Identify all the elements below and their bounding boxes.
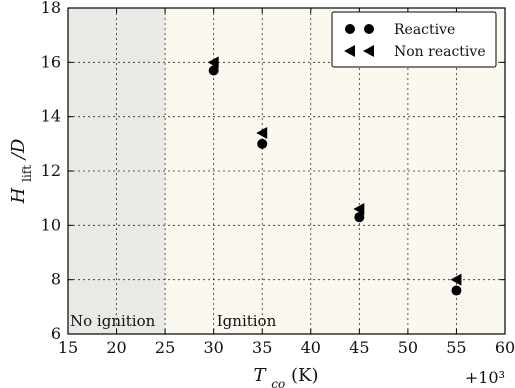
x-tick-label-3: 25	[155, 338, 175, 357]
non-reactive-point-2	[256, 126, 268, 139]
non-reactive-point-4	[450, 273, 462, 286]
legend-marker-2-b	[363, 45, 374, 57]
points-layer	[207, 56, 462, 296]
y-tick-label-6: 16	[41, 52, 61, 71]
x-tick-label-10: 60	[495, 338, 515, 357]
x-axis-unit: (K)	[291, 365, 319, 386]
y-tick-label-7: 18	[41, 0, 61, 17]
region-1	[68, 8, 166, 334]
y-axis-rest: /D	[8, 138, 29, 161]
x-tick-label-5: 35	[252, 338, 272, 357]
reactive-point-4	[451, 285, 462, 296]
legend-label-1: Reactive	[394, 22, 455, 38]
y-tick-label-2: 8	[51, 270, 61, 289]
region-label-2: Ignition	[217, 312, 277, 330]
y-axis-subscript: lift	[20, 165, 34, 182]
legend: Reactive Non reactive	[331, 11, 497, 68]
reactive-point-1	[208, 65, 219, 76]
non-reactive-point-1	[207, 56, 219, 69]
y-axis-symbol: H	[8, 187, 29, 204]
y-tick-label-5: 14	[41, 107, 61, 126]
region-labels-layer: No ignition Ignition	[70, 312, 277, 330]
x-tick-label-1: 15	[58, 338, 78, 357]
legend-marker-2-a	[344, 45, 355, 57]
reactive-point-3	[354, 212, 365, 223]
legend-label-2: Non reactive	[394, 44, 486, 60]
x-tick-label-7: 45	[349, 338, 369, 357]
x-tick-label-9: 55	[446, 338, 466, 357]
legend-marker-1-b	[364, 24, 374, 34]
x-tick-label-4: 30	[203, 338, 223, 357]
region-label-1: No ignition	[70, 312, 156, 330]
y-tick-label-4: 12	[41, 161, 61, 180]
y-axis-label: H lift /D	[8, 138, 34, 204]
legend-marker-1-a	[345, 24, 355, 34]
non-reactive-point-3	[353, 203, 365, 216]
y-tick-label-1: 6	[51, 324, 61, 343]
x-tick-label-8: 50	[398, 338, 418, 357]
ticks-layer: 15 20 25 30 35 40 45 50 55 60 6 8 10 12 14 16 18	[41, 0, 515, 357]
x-tick-label-2: 20	[106, 338, 126, 357]
x-multiplier-label: +10³	[465, 368, 505, 387]
reactive-point-2	[257, 138, 268, 149]
x-axis-symbol: T	[254, 365, 268, 386]
x-tick-label-6: 40	[301, 338, 321, 357]
x-axis-label: T co (K)	[254, 365, 319, 388]
y-tick-label-3: 10	[41, 215, 61, 234]
x-axis-subscript: co	[271, 377, 285, 388]
